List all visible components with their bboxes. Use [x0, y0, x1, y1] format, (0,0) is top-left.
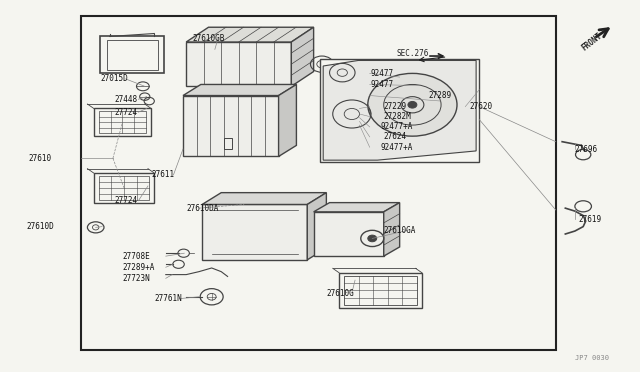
Text: 27289+A: 27289+A [122, 263, 155, 272]
Text: 27624: 27624 [384, 132, 407, 141]
Polygon shape [183, 84, 296, 96]
Text: 27229: 27229 [384, 102, 407, 111]
Text: SEC.276: SEC.276 [396, 49, 429, 58]
Polygon shape [323, 61, 476, 160]
Text: 27015D: 27015D [100, 74, 128, 83]
Bar [99, 112, 146, 133]
Text: 27282M: 27282M [384, 112, 412, 121]
Bar [81, 16, 556, 350]
Text: 27610: 27610 [28, 154, 51, 163]
Bar [186, 42, 291, 86]
Text: JP7 0030: JP7 0030 [575, 355, 609, 361]
Text: 27723N: 27723N [122, 274, 150, 283]
Text: 27610GA: 27610GA [384, 226, 416, 235]
Bar [314, 212, 384, 256]
Bar [320, 59, 479, 162]
Polygon shape [278, 84, 296, 157]
Ellipse shape [408, 102, 417, 108]
Bar [106, 40, 157, 70]
Polygon shape [314, 203, 399, 212]
Text: 27724: 27724 [115, 196, 138, 205]
Polygon shape [307, 193, 326, 260]
Text: 27620: 27620 [470, 102, 493, 111]
Bar [339, 273, 422, 308]
Text: 27761N: 27761N [154, 294, 182, 303]
Bar [344, 276, 417, 305]
Text: 27708E: 27708E [122, 251, 150, 261]
Text: 27610G: 27610G [326, 289, 354, 298]
Ellipse shape [368, 235, 377, 242]
Bar [99, 176, 149, 200]
Polygon shape [202, 193, 326, 205]
Bar [94, 173, 154, 203]
Text: 27611: 27611 [151, 170, 174, 179]
Text: 27619: 27619 [578, 215, 601, 224]
Polygon shape [291, 27, 314, 86]
Bar [94, 109, 151, 136]
Text: 27610GB: 27610GB [193, 34, 225, 43]
Ellipse shape [368, 73, 457, 136]
Text: 27448: 27448 [115, 95, 138, 104]
Bar [202, 205, 307, 260]
Text: 92477+A: 92477+A [381, 143, 413, 152]
Text: 92477: 92477 [371, 80, 394, 89]
Text: 27289: 27289 [428, 91, 451, 100]
Polygon shape [186, 27, 314, 42]
Bar [183, 96, 278, 157]
Polygon shape [384, 203, 399, 256]
Text: FRONT: FRONT [580, 31, 604, 53]
Text: 27610D: 27610D [27, 222, 54, 231]
Text: 92477: 92477 [371, 69, 394, 78]
Text: 27724: 27724 [115, 108, 138, 117]
Text: 92477+A: 92477+A [381, 122, 413, 131]
Bar [225, 138, 232, 149]
Text: 27696: 27696 [575, 145, 598, 154]
Bar [100, 36, 164, 73]
Text: 27610DA: 27610DA [186, 203, 218, 213]
